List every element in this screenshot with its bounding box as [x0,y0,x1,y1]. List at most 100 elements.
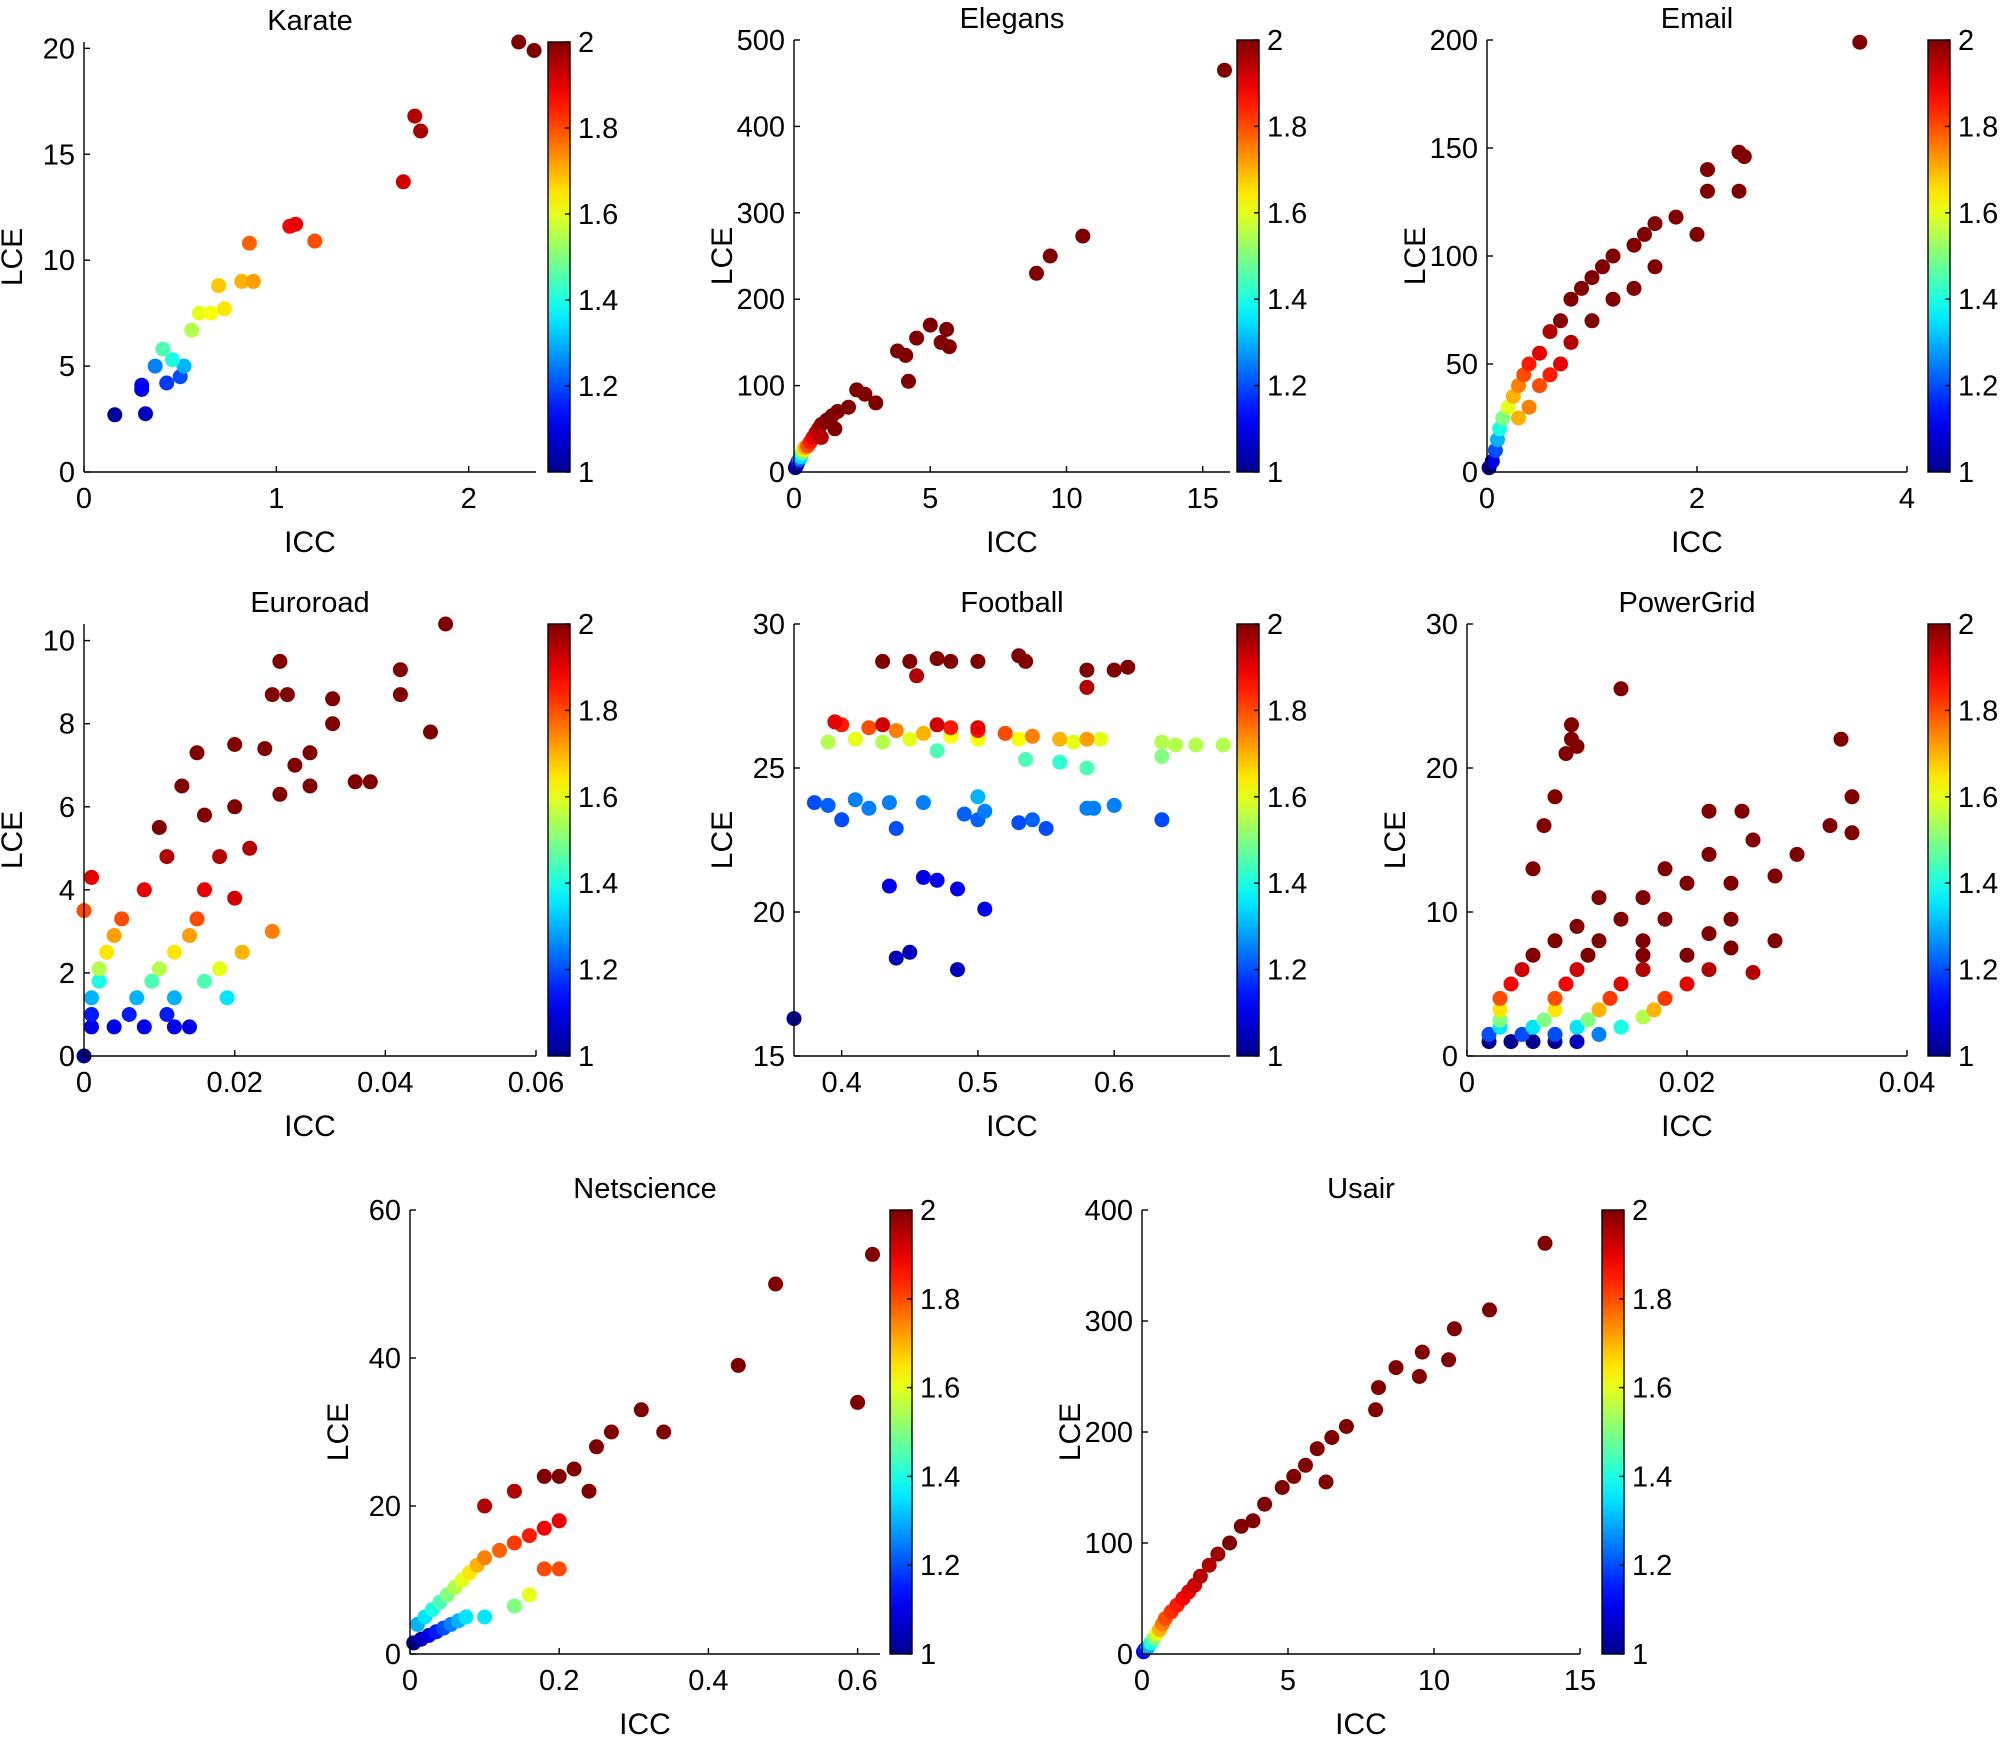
x-tick-label: 0.04 [357,1067,413,1099]
data-point [1106,662,1122,678]
colorbar-tick-label: 1.8 [1267,695,1307,727]
y-axis-label: LCE [1054,1403,1087,1461]
panel-usair: Usair 0 5 10 15 0 100 200 300 400 ICC LCE 1 1.2 1.4 1.6… [1054,1173,1672,1741]
data-point [827,714,843,730]
colorbar-tick-label: 1.6 [1632,1373,1672,1405]
colorbar-tick-label: 2 [1958,25,1974,57]
data-point [1368,1402,1384,1418]
y-tick-label: 100 [1085,1528,1133,1560]
data-point [438,616,454,632]
data-point [536,1561,552,1577]
y-tick-label: 300 [1085,1306,1133,1338]
data-point [1723,940,1739,956]
y-tick-label: 8 [59,709,75,741]
data-point [84,990,99,1006]
colorbar-tick-label: 1.6 [1958,198,1998,230]
data-point [1558,976,1574,992]
x-tick-label: 0 [76,483,92,515]
data-point [806,795,822,811]
colorbar-tick-label: 1.2 [920,1550,960,1582]
data-point [1647,216,1663,232]
colorbar-tick-label: 2 [1958,609,1974,641]
y-axis-label: LCE [1399,227,1432,285]
data-point [413,123,429,139]
y-axis-label: LCE [1379,811,1412,869]
y-tick-label: 30 [753,609,785,641]
x-tick-label: 1 [268,483,284,515]
data-point [1233,1518,1249,1534]
data-point [1503,976,1519,992]
x-axis-label: ICC [986,1110,1038,1143]
data-point [1192,1568,1208,1584]
colorbar-tick-label: 1.8 [920,1284,960,1316]
data-point [1018,751,1034,767]
data-point [901,373,916,389]
data-point [536,1468,552,1484]
data-point [909,330,925,346]
data-point [1822,818,1838,834]
data-point [121,1007,137,1022]
data-point [1338,1419,1354,1434]
data-point [159,1007,175,1022]
data-point [219,990,235,1006]
y-tick-label: 25 [753,753,785,785]
data-point [458,1609,474,1625]
data-point [970,789,986,805]
colorbar-tick-label: 1.4 [578,868,618,900]
y-axis-label: LCE [0,811,29,869]
colorbar-tick-label: 1.6 [920,1373,960,1405]
data-point [1657,990,1673,1006]
y-tick-label: 10 [43,245,75,277]
x-tick-label: 0 [786,483,802,515]
data-point [1635,890,1651,906]
data-point [84,1007,99,1022]
x-tick-label: 0.06 [508,1067,564,1099]
data-point [997,725,1013,741]
data-point [1833,731,1849,747]
data-point [129,990,145,1006]
data-point [159,375,175,391]
x-tick-label: 0.4 [822,1067,862,1099]
y-tick-label: 150 [1430,133,1478,165]
y-tick-label: 20 [753,897,785,929]
y-tick-label: 5 [59,351,75,383]
data-point [307,233,323,249]
data-point [1245,1513,1261,1529]
data-point [943,653,959,669]
data-point [956,806,972,822]
data-point [1635,1009,1651,1025]
data-point [1591,1002,1607,1018]
data-point [1318,1474,1334,1490]
data-point [1038,821,1054,836]
data-point [888,950,904,966]
x-axis-label: ICC [1335,1708,1387,1741]
colorbar-tick-label: 1.8 [1267,111,1307,143]
data-point [191,305,207,321]
colorbar-tick-label: 1 [920,1639,936,1671]
data-point [1602,990,1618,1006]
data-point [1188,737,1204,753]
data-point [227,799,243,815]
data-point [1371,1380,1386,1396]
y-tick-label: 15 [43,139,75,171]
x-tick-label: 5 [1280,1665,1296,1697]
data-point [138,406,153,422]
data-point [1569,1019,1585,1035]
data-point [1093,731,1109,747]
data-point [1222,1535,1238,1551]
colorbar-tick-label: 1.4 [1632,1461,1672,1493]
data-point [1521,399,1537,415]
data-point [1553,313,1568,329]
y-axis-label: LCE [0,228,29,286]
data-point [84,869,99,885]
data-point [203,305,219,321]
data-point [136,882,152,898]
colorbar-tick-label: 1.2 [578,371,618,403]
x-tick-label: 15 [1564,1665,1596,1697]
data-point [1052,754,1068,770]
colorbar-tick-label: 1.2 [578,955,618,987]
data-point [1789,846,1805,862]
colorbar-tick-label: 1 [578,457,594,489]
